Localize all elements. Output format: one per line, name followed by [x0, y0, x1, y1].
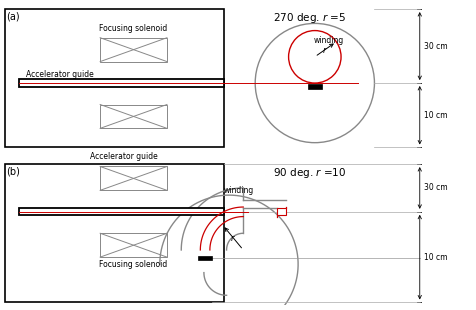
Text: $r$: $r$: [229, 233, 236, 243]
Bar: [307, 85, 321, 89]
Text: (a): (a): [6, 11, 20, 21]
Text: winding: winding: [313, 36, 344, 45]
Text: Accelerator guide: Accelerator guide: [90, 153, 158, 162]
Bar: [198, 256, 212, 260]
Text: winding: winding: [223, 186, 253, 195]
Text: Accelerator guide: Accelerator guide: [26, 70, 94, 79]
Text: $r$: $r$: [321, 45, 327, 55]
Text: 30 cm: 30 cm: [423, 42, 446, 51]
Text: 270 deg. $r$ =5: 270 deg. $r$ =5: [273, 11, 346, 25]
Bar: [5, 9, 224, 148]
Bar: [5, 164, 224, 303]
Bar: [19, 208, 224, 215]
Text: 10 cm: 10 cm: [423, 253, 446, 262]
Bar: [276, 208, 286, 215]
Text: (b): (b): [6, 166, 20, 176]
Text: 90 deg. $r$ =10: 90 deg. $r$ =10: [273, 166, 346, 180]
Text: Focusing solenoid: Focusing solenoid: [99, 260, 168, 269]
Bar: [19, 79, 224, 86]
Text: 10 cm: 10 cm: [423, 111, 446, 120]
Text: Focusing solenoid: Focusing solenoid: [99, 24, 168, 33]
Text: 30 cm: 30 cm: [423, 184, 446, 193]
